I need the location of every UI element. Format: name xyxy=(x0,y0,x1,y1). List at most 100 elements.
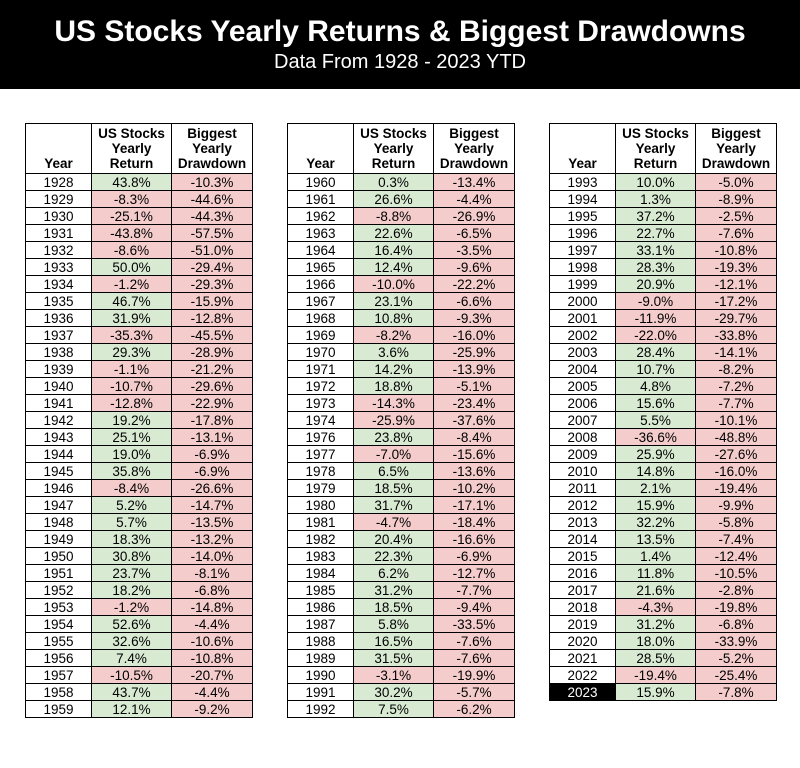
drawdown-cell: -10.8% xyxy=(171,649,253,667)
year-column-header: Year xyxy=(25,123,92,174)
return-cell: 31.9% xyxy=(91,309,172,327)
table-row: 1973 -14.3% -23.4% xyxy=(287,394,515,412)
drawdown-cell: -3.5% xyxy=(433,241,515,259)
tables-container: Year US Stocks Yearly Return Biggest Yearl… xyxy=(25,123,777,718)
year-column-header: Year xyxy=(287,123,354,174)
year-cell: 1977 xyxy=(287,445,354,463)
return-cell: -10.5% xyxy=(91,666,172,684)
return-cell: 33.1% xyxy=(615,241,696,259)
year-cell: 2004 xyxy=(549,360,616,378)
year-cell: 2018 xyxy=(549,598,616,616)
return-cell: 20.9% xyxy=(615,275,696,293)
table-row: 2019 31.2% -6.8% xyxy=(549,615,777,633)
drawdown-cell: -4.4% xyxy=(433,190,515,208)
drawdown-cell: -26.6% xyxy=(171,479,253,497)
return-cell: 4.8% xyxy=(615,377,696,395)
year-cell: 1937 xyxy=(25,326,92,344)
year-cell: 1983 xyxy=(287,547,354,565)
table-row: 2023 15.9% -7.8% xyxy=(549,683,777,701)
year-cell: 1933 xyxy=(25,258,92,276)
table-row: 1938 29.3% -28.9% xyxy=(25,343,253,361)
return-cell: -1.2% xyxy=(91,598,172,616)
drawdown-cell: -19.3% xyxy=(695,258,777,276)
drawdown-cell: -16.6% xyxy=(433,530,515,548)
drawdown-cell: -18.4% xyxy=(433,513,515,531)
year-cell: 1979 xyxy=(287,479,354,497)
year-cell: 1956 xyxy=(25,649,92,667)
return-cell: 31.5% xyxy=(353,649,434,667)
drawdown-cell: -44.6% xyxy=(171,190,253,208)
table-row: 2005 4.8% -7.2% xyxy=(549,377,777,395)
year-cell: 1985 xyxy=(287,581,354,599)
table-row: 1954 52.6% -4.4% xyxy=(25,615,253,633)
year-cell: 1993 xyxy=(549,173,616,191)
drawdown-cell: -29.7% xyxy=(695,309,777,327)
table-row: 1928 43.8% -10.3% xyxy=(25,173,253,191)
table-row: 1981 -4.7% -18.4% xyxy=(287,513,515,531)
drawdown-cell: -19.4% xyxy=(695,479,777,497)
drawdown-cell: -2.5% xyxy=(695,207,777,225)
return-cell: 52.6% xyxy=(91,615,172,633)
drawdown-cell: -12.4% xyxy=(695,547,777,565)
year-cell: 1931 xyxy=(25,224,92,242)
return-cell: -8.2% xyxy=(353,326,434,344)
return-cell: 16.4% xyxy=(353,241,434,259)
drawdown-cell: -7.6% xyxy=(433,632,515,650)
year-cell: 1940 xyxy=(25,377,92,395)
year-cell: 1959 xyxy=(25,700,92,718)
drawdown-column-header: Biggest Yearly Drawdown xyxy=(433,123,515,174)
returns-table: Year US Stocks Yearly Return Biggest Yearl… xyxy=(25,123,253,718)
year-cell: 1960 xyxy=(287,173,354,191)
year-cell: 2001 xyxy=(549,309,616,327)
table-row: 1944 19.0% -6.9% xyxy=(25,445,253,463)
year-cell: 1935 xyxy=(25,292,92,310)
table-row: 2022 -19.4% -25.4% xyxy=(549,666,777,684)
return-cell: -8.3% xyxy=(91,190,172,208)
return-cell: -25.1% xyxy=(91,207,172,225)
year-cell: 2020 xyxy=(549,632,616,650)
drawdown-cell: -9.3% xyxy=(433,309,515,327)
drawdown-cell: -14.1% xyxy=(695,343,777,361)
drawdown-cell: -22.9% xyxy=(171,394,253,412)
drawdown-cell: -10.8% xyxy=(695,241,777,259)
table-row: 1998 28.3% -19.3% xyxy=(549,258,777,276)
return-column-header: US Stocks Yearly Return xyxy=(91,123,172,174)
return-cell: 19.0% xyxy=(91,445,172,463)
year-cell: 1941 xyxy=(25,394,92,412)
return-cell: 28.5% xyxy=(615,649,696,667)
year-cell: 2002 xyxy=(549,326,616,344)
return-cell: 50.0% xyxy=(91,258,172,276)
drawdown-cell: -6.8% xyxy=(171,581,253,599)
year-cell: 1943 xyxy=(25,428,92,446)
return-cell: 15.6% xyxy=(615,394,696,412)
drawdown-cell: -8.2% xyxy=(695,360,777,378)
drawdown-cell: -12.7% xyxy=(433,564,515,582)
drawdown-cell: -23.4% xyxy=(433,394,515,412)
year-cell: 2013 xyxy=(549,513,616,531)
drawdown-cell: -25.9% xyxy=(433,343,515,361)
table-row: 1997 33.1% -10.8% xyxy=(549,241,777,259)
drawdown-cell: -33.9% xyxy=(695,632,777,650)
table-row: 2015 1.4% -12.4% xyxy=(549,547,777,565)
table-row: 1990 -3.1% -19.9% xyxy=(287,666,515,684)
return-cell: 14.8% xyxy=(615,462,696,480)
return-cell: 12.1% xyxy=(91,700,172,718)
year-cell: 1949 xyxy=(25,530,92,548)
year-cell: 1994 xyxy=(549,190,616,208)
year-cell: 1945 xyxy=(25,462,92,480)
returns-table-1928-1959: Year US Stocks Yearly Return Biggest Yearl… xyxy=(25,123,253,718)
return-cell: 1.3% xyxy=(615,190,696,208)
year-cell: 1996 xyxy=(549,224,616,242)
table-row: 1941 -12.8% -22.9% xyxy=(25,394,253,412)
table-row: 1930 -25.1% -44.3% xyxy=(25,207,253,225)
drawdown-cell: -16.0% xyxy=(433,326,515,344)
drawdown-cell: -10.3% xyxy=(171,173,253,191)
return-cell: 28.4% xyxy=(615,343,696,361)
year-cell: 1929 xyxy=(25,190,92,208)
table-row: 1999 20.9% -12.1% xyxy=(549,275,777,293)
return-cell: 7.5% xyxy=(353,700,434,718)
table-row: 1932 -8.6% -51.0% xyxy=(25,241,253,259)
table-row: 1934 -1.2% -29.3% xyxy=(25,275,253,293)
table-row: 2008 -36.6% -48.8% xyxy=(549,428,777,446)
return-cell: 31.2% xyxy=(353,581,434,599)
